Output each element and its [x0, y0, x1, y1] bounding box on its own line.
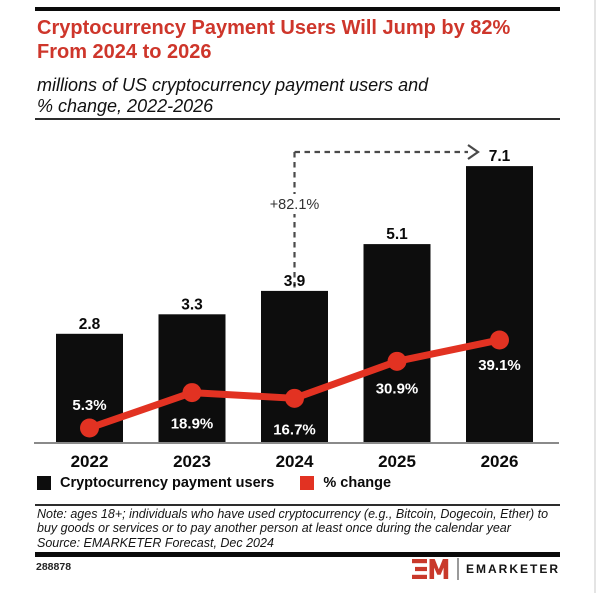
pct-change-dot-2026	[490, 330, 509, 350]
pct-change-dot-2022	[80, 418, 99, 438]
emarketer-logo-icon	[412, 559, 449, 579]
bar-value-label-2024: 3.9	[284, 273, 306, 290]
legend-label-users: Cryptocurrency payment users	[60, 475, 275, 491]
bar-value-label-2026: 7.1	[489, 148, 511, 165]
page-subtitle: millions of US cryptocurrency payment us…	[37, 75, 537, 116]
page-edge-line	[594, 0, 596, 593]
pct-change-label-2025: 30.9%	[376, 380, 419, 397]
annotation-arrowhead-icon	[467, 144, 480, 160]
note-line-2: buy goods or services or to pay another …	[37, 521, 511, 536]
brand-logo: EMARKETER	[412, 558, 560, 580]
chart-canvas: +82.1% 2.8 3.3 3.9 5.1 7.1 5.3% 18.9% 16.7% 30.9%…	[34, 144, 559, 471]
bar-2024	[261, 290, 328, 443]
chart-id: 288878	[36, 561, 72, 573]
brand-name: EMARKETER	[465, 562, 560, 576]
note-divider	[35, 504, 560, 506]
bar-2026	[466, 166, 533, 443]
annotation-label-bg	[260, 194, 329, 214]
header-divider	[35, 118, 560, 120]
subtitle-line-2: % change, 2022-2026	[37, 95, 214, 116]
year-label-2022: 2022	[71, 452, 109, 471]
pct-change-label-2026: 39.1%	[478, 357, 521, 374]
year-label-2025: 2025	[378, 452, 416, 471]
bar-value-label-2023: 3.3	[181, 296, 203, 313]
pct-change-label-2024: 16.7%	[273, 421, 316, 438]
pct-change-label-2022: 5.3%	[72, 397, 106, 414]
footnote: Note: ages 18+; individuals who have use…	[37, 507, 564, 550]
page-title: Cryptocurrency Payment Users Will Jump b…	[37, 17, 553, 64]
source-line: Source: EMARKETER Forecast, Dec 2024	[37, 535, 274, 550]
growth-annotation-label: +82.1%	[270, 197, 320, 213]
logo-divider	[457, 558, 459, 580]
year-label-2024: 2024	[276, 452, 314, 471]
bar-value-label-2022: 2.8	[79, 316, 101, 333]
footer-rule	[35, 552, 560, 557]
pct-change-label-2023: 18.9%	[171, 416, 214, 433]
legend: Cryptocurrency payment users % change	[37, 475, 391, 491]
top-rule	[35, 7, 560, 12]
bar-2023	[158, 314, 226, 443]
year-label-2023: 2023	[173, 452, 211, 471]
year-label-2026: 2026	[481, 452, 519, 471]
note-line-1: Note: ages 18+; individuals who have use…	[37, 507, 549, 521]
legend-item-pct-change: % change	[300, 475, 391, 491]
legend-swatch-bar-icon	[37, 476, 51, 490]
legend-item-users: Cryptocurrency payment users	[37, 475, 274, 491]
pct-change-dot-2024	[285, 388, 304, 408]
pct-change-dot-2023	[182, 383, 202, 403]
bar-value-label-2025: 5.1	[386, 226, 408, 243]
pct-change-dot-2025	[387, 351, 407, 371]
legend-swatch-line-icon	[300, 476, 315, 490]
subtitle-line-1: millions of US cryptocurrency payment us…	[37, 75, 429, 95]
title-line-1: Cryptocurrency Payment Users Will Jump b…	[37, 17, 511, 39]
bar-2025	[363, 244, 431, 443]
legend-label-pct-change: % change	[323, 475, 392, 491]
title-line-2: From 2024 to 2026	[37, 40, 212, 63]
